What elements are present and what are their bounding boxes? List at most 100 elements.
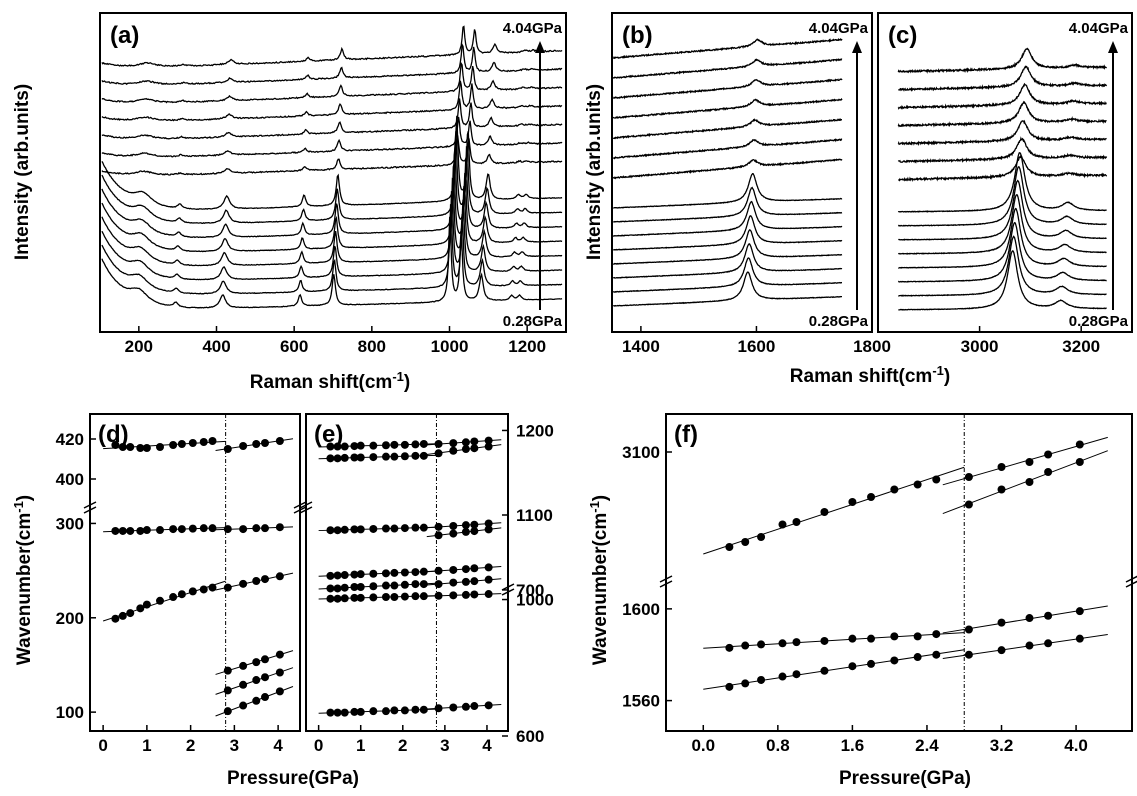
data-point: [252, 676, 261, 685]
data-point: [913, 653, 922, 662]
x-tick-label: 1.6: [841, 736, 865, 755]
data-point: [449, 529, 458, 538]
data-point: [136, 604, 145, 613]
data-point: [848, 662, 857, 671]
data-point: [239, 701, 248, 710]
panel-letter: (e): [314, 421, 343, 448]
data-point: [470, 702, 479, 711]
shared-axis-labels: Intensity (arb.units) Intensity (arb.unit…: [11, 84, 971, 789]
data-point: [188, 439, 197, 447]
data-point: [356, 453, 365, 462]
spectrum-line: [101, 163, 563, 253]
data-point: [400, 568, 409, 577]
data-point: [964, 473, 973, 481]
data-point: [461, 527, 470, 536]
x-tick-label: 800: [358, 337, 386, 356]
data-point: [470, 590, 479, 599]
data-point: [820, 636, 829, 645]
data-point: [449, 591, 458, 600]
data-point: [932, 630, 941, 639]
y-tick-label: 200: [56, 609, 84, 628]
axis-break: [1125, 580, 1137, 588]
axis-break: [83, 506, 97, 514]
y-axis-label-f: Wavenumber(cm-1): [587, 495, 611, 665]
y-tick-label: 1560: [622, 692, 660, 711]
data-point: [390, 524, 399, 533]
plot-frame: [305, 413, 509, 732]
data-point: [1044, 639, 1053, 648]
data-point: [890, 485, 899, 494]
data-point: [725, 643, 734, 652]
data-point: [411, 592, 420, 601]
x-tick-label: 600: [280, 337, 308, 356]
data-point: [369, 707, 378, 716]
x-tick-label: 1800: [853, 337, 891, 356]
data-point: [484, 590, 493, 599]
panel-letter: (f): [674, 421, 698, 448]
data-point: [369, 593, 378, 602]
spectrum-line: [897, 100, 1107, 128]
data-point: [333, 584, 342, 593]
spectrum-line: [101, 98, 563, 140]
y-tick-label: 1000: [516, 591, 554, 610]
data-point: [434, 566, 443, 575]
plot-frame: [99, 12, 567, 333]
data-point: [778, 520, 787, 529]
spectrum-line: [898, 65, 1108, 93]
data-point: [208, 524, 217, 533]
data-point: [177, 525, 186, 534]
plot-frame: [665, 413, 1133, 732]
spectrum-line: [897, 221, 1107, 283]
x-tick-label: 3: [440, 736, 449, 755]
data-point: [136, 526, 145, 535]
data-point: [390, 568, 399, 577]
data-point: [177, 590, 186, 599]
spectrum-line: [613, 243, 843, 279]
x-axis-label-a: Raman shift(cm-1): [250, 369, 410, 393]
x-tick-label: 0: [98, 736, 107, 755]
spectrum-line: [898, 179, 1107, 241]
data-point: [461, 590, 470, 599]
spectrum-line: [101, 131, 563, 225]
data-point: [261, 575, 269, 584]
spectrum-line: [897, 166, 1107, 227]
y-axis-label-d: Wavenumber(cm-1): [11, 495, 35, 665]
spectrum-line: [898, 154, 1108, 182]
data-point: [369, 453, 378, 462]
axis-break: [659, 575, 673, 583]
panel-d: 0 1 2 3 4 (d) 100 200 300 400 420: [56, 413, 307, 755]
data-point: [252, 524, 261, 533]
data-point: [275, 572, 284, 581]
y-tick-label: 100: [56, 703, 84, 722]
data-point: [126, 526, 135, 535]
axis-break: [293, 506, 307, 514]
data-point: [340, 525, 349, 534]
data-point: [381, 524, 390, 533]
data-point: [111, 614, 120, 623]
x-tick-label: 2: [186, 736, 195, 755]
axis-break: [501, 588, 515, 596]
data-point: [381, 593, 390, 602]
data-point: [757, 675, 766, 684]
data-point: [333, 442, 342, 451]
data-point: [356, 525, 365, 534]
data-point: [340, 571, 349, 580]
data-point: [778, 672, 787, 681]
data-point: [741, 641, 750, 650]
x-tick-label: 3: [230, 736, 239, 755]
y-tick-label: 3100: [622, 443, 660, 462]
data-point: [275, 668, 284, 677]
data-point: [792, 518, 801, 526]
data-point: [1025, 458, 1034, 466]
data-point: [820, 508, 829, 516]
data-point: [434, 704, 443, 713]
data-point: [484, 701, 493, 710]
data-point: [484, 563, 493, 572]
data-point: [390, 452, 399, 461]
data-point: [400, 452, 409, 461]
data-point: [390, 706, 399, 715]
axis-break: [659, 580, 673, 588]
data-point: [792, 670, 801, 679]
data-point: [142, 444, 151, 452]
spectrum-line: [898, 207, 1107, 269]
